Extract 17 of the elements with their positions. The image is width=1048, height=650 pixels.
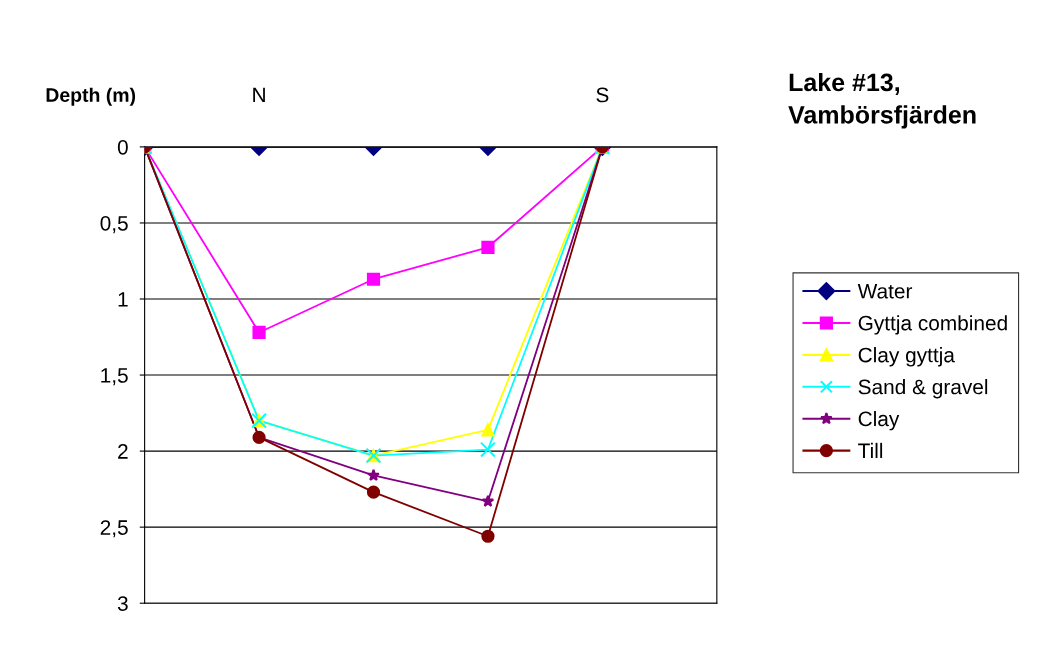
y-axis-title: Depth (m)	[46, 87, 136, 106]
y-tick-label: 0	[117, 139, 128, 155]
legend-label: Clay gyttja	[858, 347, 955, 367]
y-tick-label: 3	[117, 596, 128, 611]
y-tick-label: 1,5	[101, 368, 128, 386]
legend-label: Gyttja combined	[858, 315, 1007, 335]
legend-label: Till	[858, 442, 883, 458]
text: S	[596, 87, 609, 103]
y-tick-label: 0,5	[100, 215, 128, 234]
y-tick-label: 2,5	[100, 520, 128, 538]
legend-label: Sand & gravel	[858, 379, 988, 399]
legend-label: Clay	[858, 410, 900, 431]
y-tick-label: 2	[118, 444, 128, 459]
legend-label: Water	[857, 284, 913, 299]
text: N	[253, 87, 265, 103]
y-tick-label: 1	[118, 292, 128, 307]
text: Lake #13, Vambörsfjärden	[788, 72, 976, 129]
